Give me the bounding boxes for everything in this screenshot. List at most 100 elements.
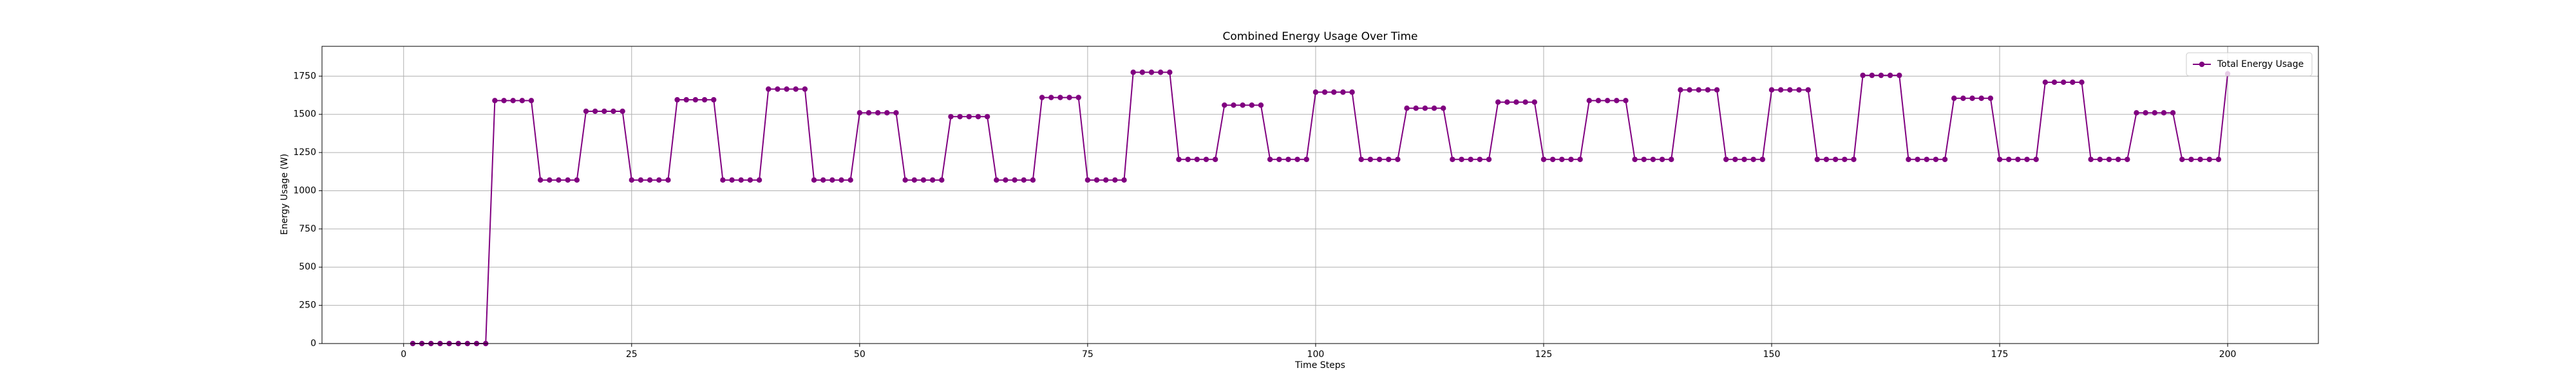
data-point	[1851, 156, 1857, 162]
data-point	[1404, 106, 1410, 111]
data-point	[775, 86, 781, 92]
data-point	[1294, 156, 1300, 162]
y-tick-label: 1750	[293, 71, 316, 81]
data-point	[729, 177, 735, 183]
x-tick-label: 0	[401, 349, 406, 360]
data-point	[656, 177, 662, 183]
data-point	[2197, 156, 2203, 162]
data-point	[1021, 177, 1027, 183]
data-point	[984, 114, 990, 120]
data-point	[601, 108, 607, 115]
data-point	[1075, 95, 1081, 100]
data-point	[738, 177, 744, 183]
data-point	[620, 108, 625, 115]
data-point	[893, 110, 899, 116]
data-point	[1267, 156, 1273, 162]
data-point	[2060, 79, 2067, 86]
y-axis-label: Energy Usage (W)	[279, 154, 290, 235]
data-point	[2070, 79, 2076, 86]
x-axis-label: Time Steps	[1294, 360, 1345, 371]
legend-label: Total Energy Usage	[2217, 59, 2304, 69]
data-point	[1969, 95, 1975, 101]
data-point	[711, 96, 717, 103]
data-point	[2015, 156, 2021, 162]
data-point	[2179, 156, 2185, 162]
data-point	[1349, 89, 1355, 95]
data-point	[857, 110, 863, 116]
legend-box	[2186, 52, 2313, 77]
data-point	[939, 177, 945, 183]
data-point	[866, 110, 872, 116]
data-point	[1003, 177, 1009, 183]
data-point	[1577, 156, 1583, 162]
data-point	[1276, 156, 1282, 162]
data-point	[902, 177, 908, 183]
data-point	[1477, 156, 1483, 162]
data-point	[1185, 156, 1191, 162]
data-point	[537, 177, 544, 183]
x-tick-label: 25	[626, 349, 638, 360]
data-point	[1231, 102, 1236, 108]
y-tick-label: 750	[299, 224, 316, 234]
data-point	[811, 177, 817, 183]
data-point	[1842, 156, 1848, 162]
data-point	[2079, 79, 2085, 86]
data-point	[2051, 79, 2058, 86]
data-point	[2215, 156, 2222, 162]
data-point	[2115, 156, 2121, 162]
x-tick-label: 100	[1307, 349, 1325, 360]
data-point	[1340, 89, 1346, 95]
data-point	[1623, 98, 1629, 104]
data-point	[1121, 177, 1127, 183]
data-point	[556, 177, 562, 183]
data-point	[848, 177, 853, 183]
data-point	[638, 177, 644, 183]
data-point	[1321, 89, 1328, 95]
chart-title: Combined Energy Usage Over Time	[1223, 30, 1418, 43]
data-point	[1459, 156, 1464, 162]
data-point	[2006, 156, 2012, 162]
x-tick-label: 125	[1535, 349, 1553, 360]
data-point	[1787, 87, 1793, 93]
data-point	[1468, 156, 1473, 162]
y-tick-label: 1500	[293, 109, 316, 120]
data-point	[1450, 156, 1455, 162]
data-point	[920, 177, 927, 183]
data-point	[611, 108, 616, 115]
y-tick-label: 1250	[293, 147, 316, 158]
data-point	[1696, 87, 1701, 93]
data-point	[1531, 99, 1538, 105]
data-point	[1996, 156, 2003, 162]
data-point	[911, 177, 918, 183]
data-point	[1522, 99, 1528, 105]
x-tick-label: 75	[1082, 349, 1094, 360]
data-point	[519, 98, 526, 104]
data-point	[1157, 69, 1164, 75]
data-point	[1614, 98, 1620, 104]
legend-marker	[2199, 61, 2205, 68]
data-point	[1440, 106, 1446, 111]
data-point	[756, 177, 762, 183]
data-point	[1212, 156, 1218, 162]
data-point	[1650, 156, 1656, 162]
data-point	[2170, 110, 2176, 116]
data-point	[975, 114, 981, 120]
data-point	[2033, 156, 2039, 162]
data-point	[820, 177, 826, 183]
data-point	[802, 86, 808, 92]
data-point	[2042, 79, 2049, 86]
data-point	[1595, 98, 1602, 104]
data-point	[1240, 102, 1245, 108]
data-point	[2125, 156, 2130, 162]
data-point	[1094, 177, 1100, 183]
data-point	[583, 108, 589, 115]
data-point	[1759, 156, 1766, 162]
y-tick-label: 500	[299, 262, 316, 272]
data-point	[647, 177, 653, 183]
data-point	[1741, 156, 1747, 162]
data-point	[966, 114, 972, 120]
data-point	[1669, 156, 1674, 162]
data-point	[1559, 156, 1565, 162]
data-point	[1048, 95, 1054, 100]
